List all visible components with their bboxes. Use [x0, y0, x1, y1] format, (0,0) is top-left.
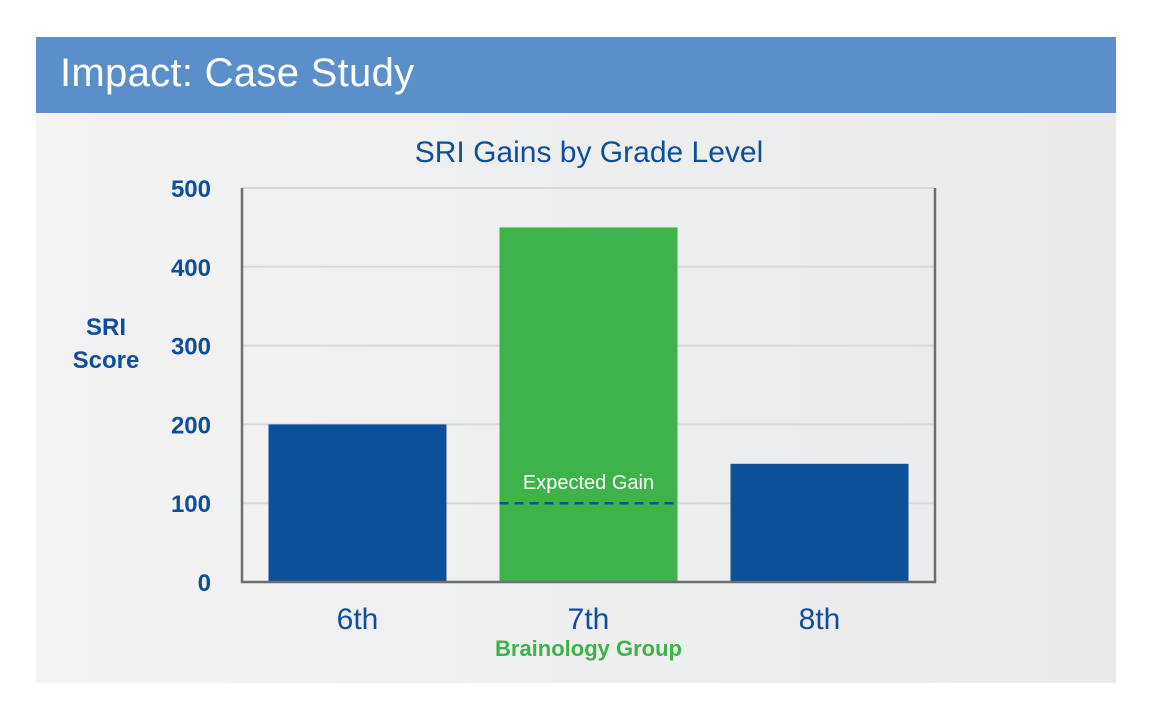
- bars: [268, 227, 909, 582]
- header-bar: Impact: Case Study: [36, 37, 1116, 113]
- bar-6th: [268, 424, 447, 582]
- y-tick-label: 300: [171, 334, 211, 361]
- reference-line-group: Expected Gain: [499, 472, 678, 505]
- y-axis-label-line-1: SRI: [86, 314, 126, 341]
- y-tick-label: 200: [171, 412, 211, 439]
- y-axis-label: SRI Score: [73, 314, 140, 374]
- chart-title: SRI Gains by Grade Level: [415, 136, 764, 169]
- y-tick-label: 400: [171, 255, 211, 282]
- x-tick-label: 7th: [568, 603, 610, 636]
- y-axis-label-line-2: Score: [73, 347, 140, 374]
- brainology-group-label: Brainology Group: [495, 636, 682, 661]
- x-tick-label: 6th: [337, 603, 379, 636]
- y-tick-label: 500: [171, 176, 211, 203]
- x-tick-label: 8th: [799, 603, 841, 636]
- y-tick-label: 0: [198, 570, 211, 597]
- y-tick-label: 100: [171, 491, 211, 518]
- plot-frame: [240, 188, 937, 584]
- bar-7th: [499, 227, 678, 582]
- bar-8th: [730, 463, 909, 582]
- page-title: Impact: Case Study: [60, 51, 415, 95]
- expected-gain-label: Expected Gain: [523, 472, 654, 494]
- y-axis-ticks: 0 100 200 300 400 500: [171, 176, 211, 597]
- axes: [240, 188, 937, 584]
